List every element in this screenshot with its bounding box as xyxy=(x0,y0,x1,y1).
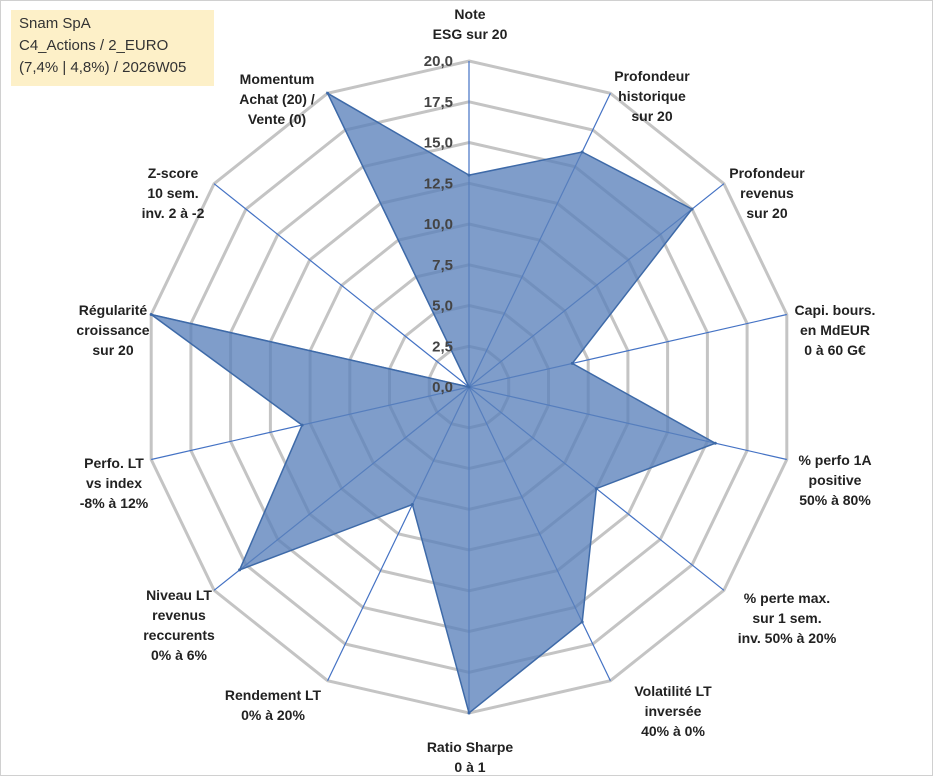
axis-label-line: reccurents xyxy=(143,627,215,643)
axis-label-2: Profondeur revenus sur 20 xyxy=(729,163,804,223)
axis-label-line: Ratio Sharpe xyxy=(426,739,514,755)
tick-label-8: 20,0 xyxy=(424,53,453,70)
axis-label-line: Rendement LT xyxy=(224,687,322,703)
axis-label-line: Profondeur xyxy=(729,165,805,181)
axis-label-line: 40% à 0% xyxy=(641,723,705,739)
tick-label-7: 17,5 xyxy=(424,94,453,111)
axis-label-line: croissance xyxy=(76,322,150,338)
axis-label-line: ESG sur 20 xyxy=(432,26,508,42)
data-point-10 xyxy=(300,423,304,427)
tick-label-5: 12,5 xyxy=(424,175,453,192)
axis-label-line: 0 à 60 G€ xyxy=(804,342,866,358)
data-point-5 xyxy=(594,487,598,491)
axis-label-line: sur 20 xyxy=(746,205,788,221)
axis-label-line: Capi. bours. xyxy=(794,302,876,318)
axis-label-8: Rendement LT 0% à 20% xyxy=(225,685,321,725)
data-point-3 xyxy=(570,361,574,365)
axis-label-line: sur 20 xyxy=(631,108,673,124)
axis-label-0: Note ESG sur 20 xyxy=(433,4,508,44)
axis-label-line: positive xyxy=(808,472,862,488)
axis-label-line: sur 1 sem. xyxy=(752,610,822,626)
axis-label-line: revenus xyxy=(152,607,206,623)
axis-label-6: Volatilité LT inversée 40% à 0% xyxy=(634,681,711,741)
axis-label-7: Ratio Sharpe 0 à 1 xyxy=(427,737,513,777)
axis-label-line: Momentum xyxy=(239,71,315,87)
data-point-2 xyxy=(690,207,694,211)
series-layer xyxy=(149,91,718,715)
axis-label-5: % perte max. sur 1 sem. inv. 50% à 20% xyxy=(738,588,837,648)
data-point-0 xyxy=(467,173,471,177)
data-point-8 xyxy=(410,503,414,506)
axis-label-line: % perte max. xyxy=(743,590,831,606)
data-point-1 xyxy=(580,150,584,154)
axis-label-line: Perfo. LT xyxy=(84,455,144,471)
axis-label-line: 10 sem. xyxy=(147,185,199,201)
tick-label-3: 7,5 xyxy=(432,257,453,274)
axis-label-line: inv. 2 à -2 xyxy=(141,205,205,221)
data-point-9 xyxy=(238,568,242,572)
axis-label-line: Vente (0) xyxy=(247,111,307,127)
data-point-7 xyxy=(467,711,471,715)
data-point-4 xyxy=(713,441,717,445)
axis-label-line: 50% à 80% xyxy=(799,492,871,508)
axis-label-4: % perfo 1A positive 50% à 80% xyxy=(798,450,871,510)
info-stats: (7,4% | 4,8%) / 2026W05 xyxy=(19,59,187,76)
axis-label-10: Perfo. LT vs index -8% à 12% xyxy=(80,453,148,513)
axis-label-line: sur 20 xyxy=(92,342,134,358)
data-point-11 xyxy=(149,313,153,316)
axis-label-line: 0 à 1 xyxy=(454,759,486,775)
info-category: C4_Actions / 2_EURO xyxy=(19,37,169,54)
axis-label-line: Note xyxy=(454,6,486,22)
axis-label-line: revenus xyxy=(740,185,794,201)
tick-label-6: 15,0 xyxy=(424,135,453,152)
axis-label-line: inv. 50% à 20% xyxy=(737,630,837,646)
axis-label-9: Niveau LT revenus reccurents 0% à 6% xyxy=(143,585,215,665)
axis-label-line: en MdEUR xyxy=(800,322,870,338)
axis-label-11: Régularité croissance sur 20 xyxy=(76,300,149,360)
spoke-12 xyxy=(213,183,470,388)
axis-label-line: Volatilité LT xyxy=(634,683,712,699)
axis-label-line: Profondeur xyxy=(614,68,690,84)
axis-label-12: Z-score 10 sem. inv. 2 à -2 xyxy=(142,163,205,223)
axis-label-3: Capi. bours. en MdEUR 0 à 60 G€ xyxy=(795,300,876,360)
axis-label-line: Achat (20) / xyxy=(239,91,315,107)
axis-label-line: vs index xyxy=(85,475,143,491)
axis-label-line: 0% à 20% xyxy=(241,707,305,723)
tick-label-1: 2,5 xyxy=(432,338,453,355)
data-point-13 xyxy=(326,91,330,95)
axis-label-line: Z-score xyxy=(147,165,199,181)
axis-label-line: inversée xyxy=(644,703,702,719)
axis-label-line: Niveau LT xyxy=(146,587,212,603)
axis-label-1: Profondeur historique sur 20 xyxy=(614,66,689,126)
axis-label-line: -8% à 12% xyxy=(79,495,149,511)
axis-label-13: Momentum Achat (20) / Vente (0) xyxy=(239,69,314,129)
info-company: Snam SpA xyxy=(19,15,91,32)
axis-label-line: Régularité xyxy=(78,302,148,318)
tick-label-0: 0,0 xyxy=(432,379,453,396)
axis-label-line: 0% à 6% xyxy=(150,647,208,663)
data-point-12 xyxy=(467,385,471,389)
tick-layer: 0,0 2,5 5,0 7,5 10,0 12,5 15,0 17,5 20,0 xyxy=(424,53,453,396)
axis-label-line: historique xyxy=(618,88,686,104)
tick-label-4: 10,0 xyxy=(424,216,453,233)
data-point-6 xyxy=(580,620,584,624)
tick-label-2: 5,0 xyxy=(432,298,453,315)
axis-label-line: % perfo 1A xyxy=(798,452,872,468)
info-box: Snam SpA C4_Actions / 2_EURO (7,4% | 4,8… xyxy=(11,10,214,86)
